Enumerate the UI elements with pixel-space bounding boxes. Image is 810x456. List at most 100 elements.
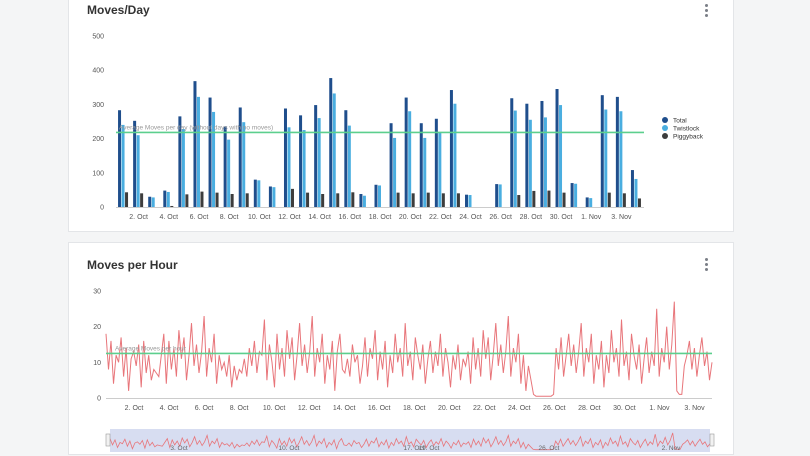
bar-total — [600, 95, 604, 207]
bar-total — [570, 183, 574, 207]
bar-piggyback — [396, 192, 400, 207]
x-tick-label: 22. Oct — [473, 405, 496, 412]
x-tick-label: 14. Oct — [333, 405, 356, 412]
x-tick-label: 20. Oct — [399, 214, 422, 221]
x-tick-label: 18. Oct — [369, 214, 392, 221]
moves-per-day-title: Moves/Day — [87, 3, 150, 17]
x-tick-label: 1. Nov — [649, 405, 670, 412]
bar-twistlock — [604, 109, 608, 207]
bar-total — [359, 194, 363, 207]
x-tick-label: 16. Oct — [339, 214, 362, 221]
legend-marker-icon — [662, 117, 668, 123]
x-tick-label: 8. Oct — [230, 405, 249, 412]
y-tick-label: 20 — [93, 324, 101, 331]
navigator-label: 17. Oct — [404, 445, 425, 452]
series-line — [105, 301, 713, 397]
bar-piggyback — [637, 198, 641, 207]
bar-twistlock — [212, 111, 216, 207]
bar-piggyback — [336, 193, 340, 207]
x-tick-label: 22. Oct — [429, 214, 452, 221]
bar-twistlock — [543, 117, 547, 207]
y-tick-label: 0 — [97, 396, 101, 403]
bar-twistlock — [423, 137, 427, 207]
kebab-menu-icon[interactable] — [701, 257, 711, 273]
bar-total — [434, 118, 438, 207]
bar-twistlock — [408, 111, 412, 207]
x-tick-label: 28. Oct — [578, 405, 601, 412]
x-tick-label: 12. Oct — [278, 214, 301, 221]
bar-total — [178, 116, 182, 207]
bar-twistlock — [634, 178, 638, 207]
bar-total — [193, 81, 197, 207]
navigator-range — [110, 429, 710, 452]
bar-total — [540, 100, 544, 207]
x-tick-label: 2. Oct — [129, 214, 148, 221]
bar-twistlock — [136, 135, 140, 207]
navigator-label: 2. Nov — [662, 445, 682, 452]
bar-twistlock — [378, 185, 381, 207]
x-tick-label: 26. Oct — [489, 214, 512, 221]
bar-twistlock — [453, 103, 457, 207]
legend-label: Twistlock — [673, 126, 700, 133]
bar-piggyback — [532, 190, 536, 207]
y-tick-label: 300 — [92, 102, 104, 109]
bar-total — [495, 184, 499, 207]
bar-total — [510, 98, 514, 207]
bar-total — [208, 97, 212, 207]
bar-total — [465, 194, 469, 207]
bar-total — [389, 123, 393, 207]
bar-twistlock — [196, 96, 200, 207]
bar-piggyback — [170, 205, 174, 207]
bar-twistlock — [513, 110, 517, 207]
y-tick-label: 10 — [93, 360, 101, 367]
bar-total — [374, 184, 378, 207]
bar-total — [525, 103, 529, 207]
bar-piggyback — [607, 192, 611, 207]
bar-piggyback — [290, 188, 294, 207]
y-tick-label: 100 — [92, 170, 104, 177]
bar-total — [585, 197, 589, 207]
y-tick-label: 30 — [93, 289, 101, 296]
x-tick-label: 6. Oct — [195, 405, 214, 412]
navigator-series-line — [109, 432, 711, 451]
x-tick-label: 2. Oct — [125, 405, 144, 412]
bar-twistlock — [347, 125, 351, 207]
x-tick-label: 10. Oct — [263, 405, 286, 412]
bar-twistlock — [393, 137, 397, 207]
x-tick-label: 4. Oct — [160, 405, 179, 412]
bar-twistlock — [257, 180, 261, 207]
bar-piggyback — [215, 192, 219, 207]
bar-piggyback — [456, 193, 460, 207]
bar-piggyback — [411, 193, 415, 207]
moves-per-hour-chart: 0 10 20 30 Average Moves per hour 2. Oct 4. Oc… — [93, 289, 715, 452]
kebab-menu-icon[interactable] — [701, 3, 711, 19]
bar-twistlock — [589, 198, 593, 207]
x-tick-label: 24. Oct — [459, 214, 482, 221]
bar-total — [118, 110, 122, 207]
bar-piggyback — [185, 194, 189, 207]
bar-total — [299, 115, 303, 207]
bar-total — [268, 186, 272, 207]
bar-twistlock — [438, 132, 442, 207]
navigator-label: 10. Oct — [279, 445, 300, 452]
moves-per-hour-title: Moves per Hour — [87, 258, 178, 272]
bar-piggyback — [547, 190, 551, 207]
legend-marker-icon — [662, 125, 668, 131]
bar-twistlock — [528, 119, 532, 207]
navigator-label: 26. Oct — [539, 445, 560, 452]
bar-twistlock — [574, 183, 578, 207]
bar-piggyback — [200, 191, 204, 207]
navigator-label: 19. Oct — [419, 445, 440, 452]
bar-total — [148, 196, 152, 207]
navigator-label: 3. Oct — [170, 445, 188, 452]
bar-total — [163, 190, 167, 207]
bar-twistlock — [619, 111, 623, 207]
y-tick-label: 200 — [92, 136, 104, 143]
x-tick-label: 26. Oct — [543, 405, 566, 412]
bar-twistlock — [498, 184, 502, 207]
x-tick-label: 24. Oct — [508, 405, 531, 412]
moves-per-day-chart: 0 100 200 300 400 500 2. Oct 4. Oct 6. Oct 8. Oct… — [92, 34, 703, 222]
bar-twistlock — [332, 93, 336, 207]
bar-twistlock — [242, 122, 246, 207]
bar-twistlock — [317, 118, 321, 207]
